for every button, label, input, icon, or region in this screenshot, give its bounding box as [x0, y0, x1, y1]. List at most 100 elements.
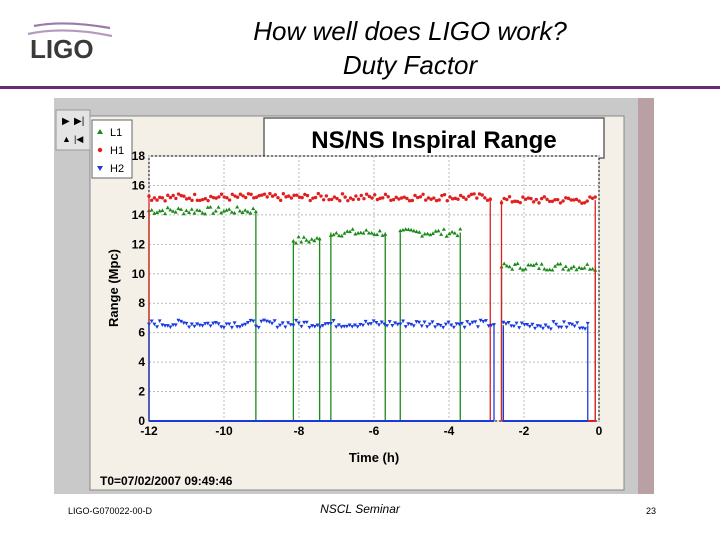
data-point [566, 267, 571, 272]
data-point [187, 210, 192, 215]
data-point [411, 324, 416, 328]
data-point [558, 201, 563, 205]
x-tick-label: -2 [519, 424, 530, 438]
legend-marker-H1 [97, 147, 103, 153]
data-point [173, 323, 178, 327]
data-point [176, 318, 181, 323]
data-point [336, 323, 341, 327]
data-point [523, 266, 528, 271]
data-point [330, 197, 334, 202]
data-point [470, 320, 475, 325]
data-point [577, 199, 581, 203]
data-point [166, 193, 170, 198]
y-tick-label: 18 [132, 149, 146, 163]
data-point [221, 325, 226, 330]
data-point [575, 321, 580, 325]
data-point [514, 321, 519, 326]
data-point [244, 195, 248, 200]
toolbar-up-icon[interactable]: ▲ [62, 134, 71, 144]
data-point [326, 321, 331, 326]
data-point [403, 227, 408, 231]
data-point [370, 196, 374, 200]
data-point [280, 321, 285, 325]
data-point [472, 192, 476, 196]
data-point [391, 198, 396, 202]
data-point [229, 210, 234, 214]
data-point [347, 229, 352, 234]
data-point [518, 200, 522, 205]
data-point [416, 195, 420, 200]
data-point [259, 319, 264, 324]
data-point [305, 193, 310, 198]
data-point [155, 325, 160, 329]
data-point [409, 227, 414, 232]
data-point [574, 267, 579, 272]
data-point [251, 319, 256, 324]
data-point [361, 231, 366, 235]
canvas-right-edge [638, 98, 654, 494]
data-point [265, 195, 269, 199]
data-point [411, 228, 416, 233]
data-point [548, 199, 552, 204]
data-point [405, 196, 409, 201]
data-point [583, 327, 588, 331]
data-point [564, 196, 568, 200]
data-point [521, 195, 525, 199]
data-point [168, 207, 173, 212]
data-point [334, 230, 339, 235]
data-point [309, 237, 314, 241]
data-point [553, 264, 558, 268]
data-point [217, 195, 221, 199]
data-point [554, 322, 559, 327]
data-point [200, 210, 205, 215]
data-point [350, 325, 355, 329]
data-point [453, 196, 458, 201]
data-point [348, 196, 353, 200]
data-point [320, 324, 325, 328]
data-point [538, 324, 543, 329]
toolbar-next-icon[interactable]: ▶ [62, 116, 70, 127]
data-point [195, 208, 200, 212]
data-point [213, 208, 218, 213]
x-tick-label: -8 [294, 424, 305, 438]
data-point [515, 261, 520, 266]
data-point [593, 195, 597, 199]
data-point [542, 195, 547, 199]
data-point [407, 199, 412, 203]
data-point [377, 228, 382, 233]
data-point [561, 199, 565, 203]
data-point [149, 198, 154, 202]
data-point [360, 323, 365, 328]
toolbar-first-icon[interactable]: |◀ [74, 134, 83, 144]
data-point [424, 198, 428, 202]
data-point [425, 231, 430, 236]
data-point [364, 228, 369, 232]
data-point [499, 201, 504, 205]
data-point [237, 325, 242, 329]
data-point [339, 325, 344, 329]
data-point [450, 197, 455, 201]
data-point [276, 195, 280, 200]
data-point [316, 191, 320, 196]
data-point [443, 322, 448, 327]
data-point [303, 192, 307, 197]
data-point [422, 320, 427, 325]
data-point [458, 193, 463, 198]
toolbar-last-icon[interactable]: ▶| [74, 116, 84, 127]
data-point [176, 192, 181, 196]
data-point [513, 199, 517, 203]
data-point [507, 264, 512, 269]
data-point [481, 320, 486, 324]
data-point [189, 322, 194, 327]
data-point [550, 199, 555, 204]
data-point [233, 194, 237, 198]
data-point [380, 233, 385, 237]
data-point [457, 322, 462, 327]
data-point [555, 261, 560, 266]
data-point [462, 325, 467, 330]
data-point [359, 193, 363, 198]
data-point [501, 320, 506, 325]
data-point [253, 209, 258, 214]
data-point [339, 233, 344, 238]
data-point [171, 323, 176, 327]
